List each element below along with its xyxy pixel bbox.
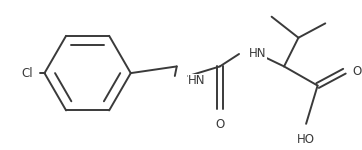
Text: Cl: Cl bbox=[21, 67, 33, 80]
Text: HN: HN bbox=[249, 48, 266, 60]
Text: O: O bbox=[352, 65, 361, 78]
Text: HN: HN bbox=[188, 74, 206, 87]
Text: HO: HO bbox=[297, 133, 315, 146]
Text: O: O bbox=[215, 118, 224, 131]
